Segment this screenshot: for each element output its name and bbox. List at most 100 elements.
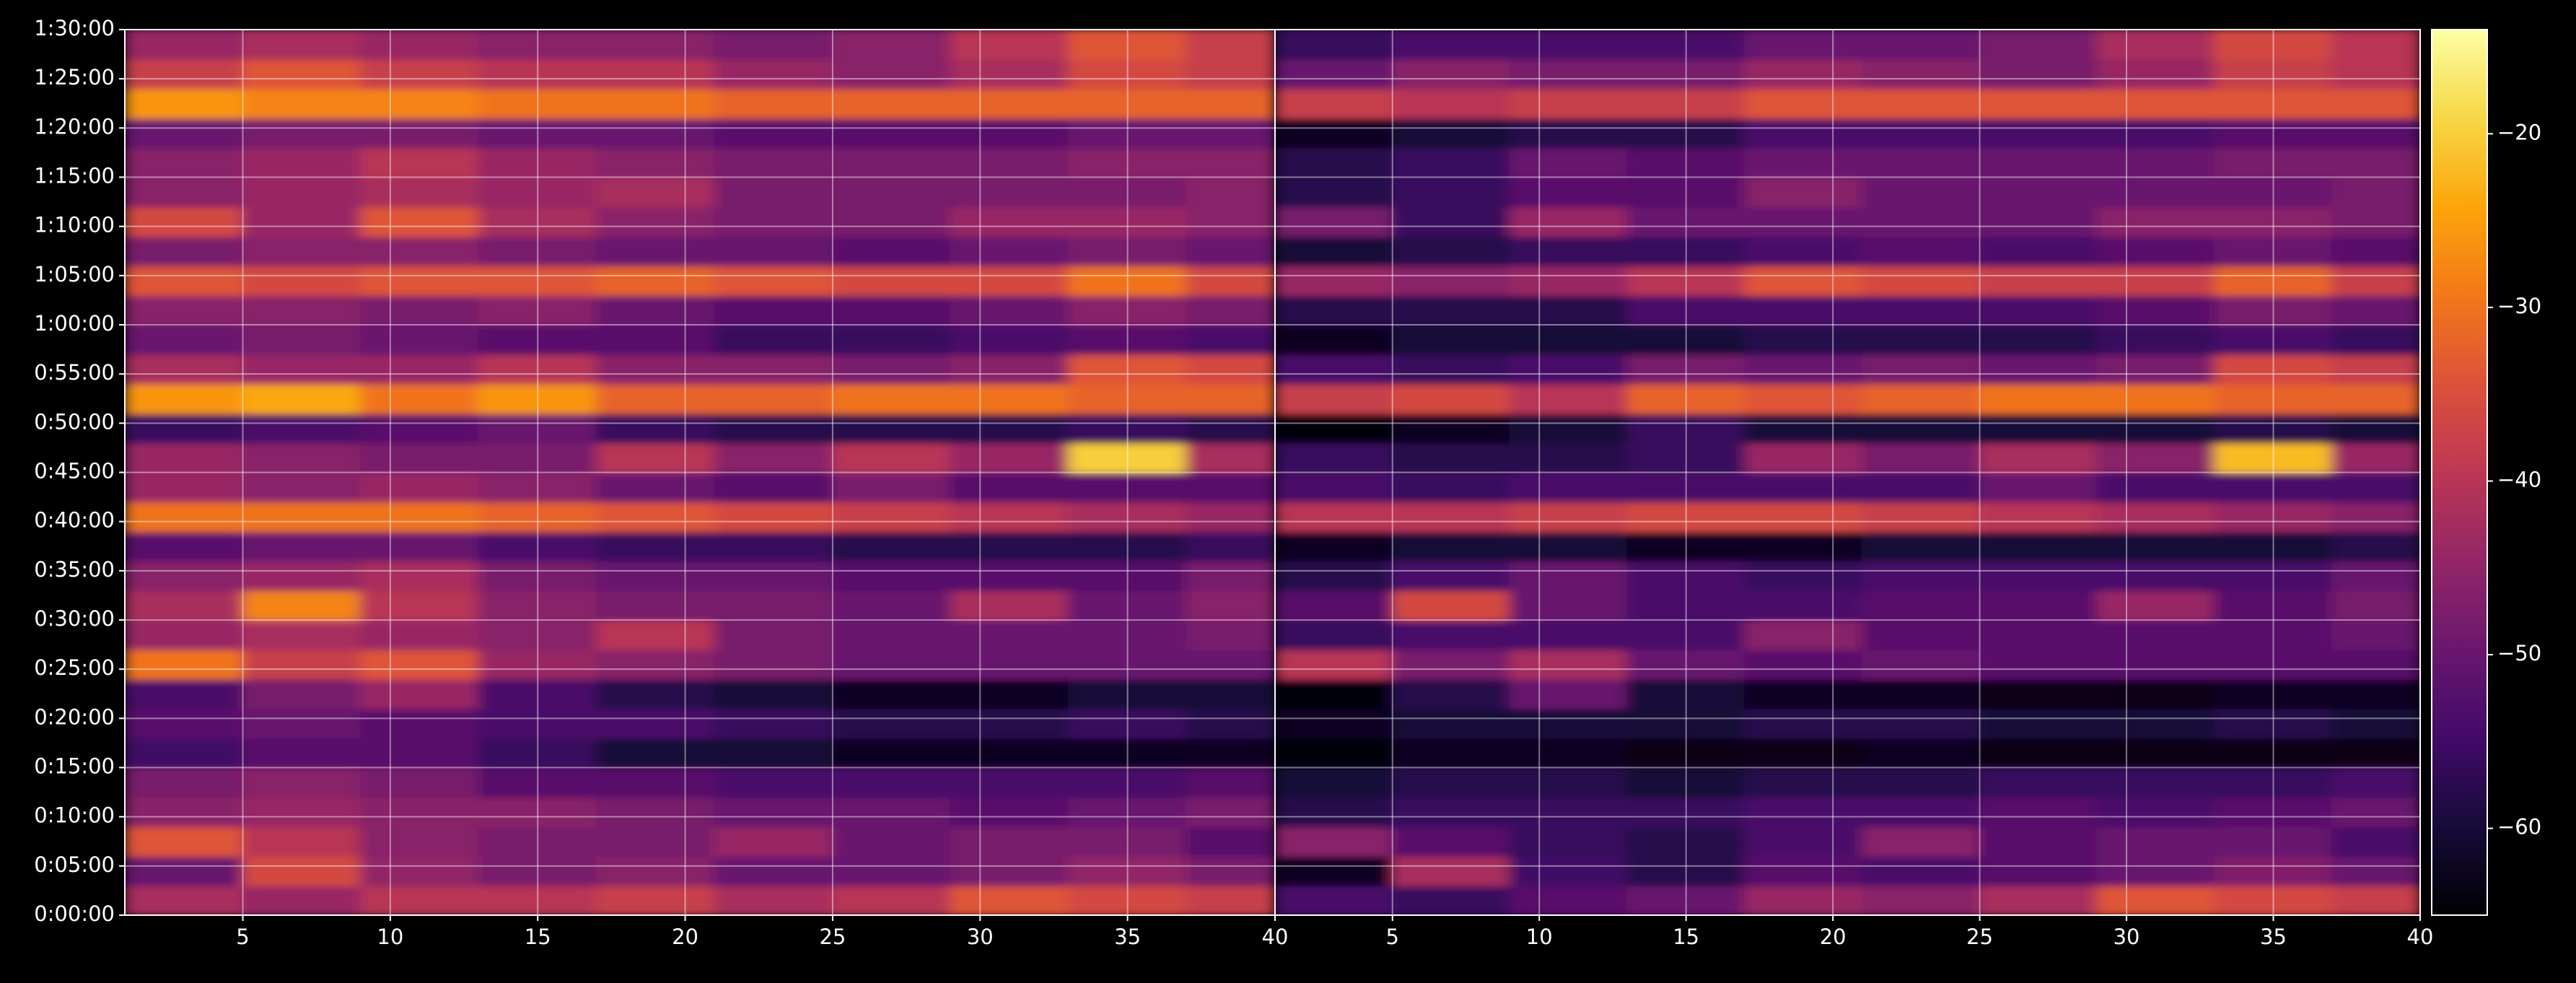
heatmap-cell (1275, 30, 1393, 60)
heatmap-cell (1509, 560, 1629, 592)
heatmap-cell (595, 885, 716, 915)
heatmap-cell (595, 471, 716, 503)
heatmap-cell (1275, 855, 1393, 887)
heatmap-cell (595, 707, 716, 739)
x-tick-label: 15 (1673, 925, 1699, 949)
heatmap-cell (1275, 590, 1393, 621)
heatmap-cell (1626, 294, 1746, 326)
heatmap-cell (1275, 501, 1393, 533)
heatmap-cell (1626, 885, 1746, 915)
heatmap-cell (1744, 855, 1863, 887)
heatmap-cell (2331, 707, 2420, 739)
heatmap-cell (1391, 206, 1511, 237)
heatmap-cell (2331, 855, 2420, 887)
heatmap-cell (2096, 87, 2216, 119)
heatmap-cell (1186, 560, 1275, 592)
colorbar-tick-label: −60 (2497, 815, 2541, 839)
heatmap-cell (1186, 619, 1275, 650)
heatmap-cell (1979, 30, 2098, 60)
heatmap-cell (2096, 678, 2216, 709)
heatmap-cell (2214, 58, 2333, 89)
heatmap-cell (1744, 707, 1863, 739)
heatmap-cell (242, 117, 362, 149)
heatmap-cell (2096, 796, 2216, 828)
heatmap-cell (125, 826, 244, 857)
heatmap-cell (714, 560, 833, 592)
x-tick-label: 15 (525, 925, 551, 949)
heatmap-cell (1979, 766, 2098, 798)
heatmap-cell (1186, 412, 1275, 444)
heatmap-cell (1509, 235, 1629, 267)
heatmap-cell (831, 147, 952, 178)
heatmap-cell (1744, 87, 1863, 119)
heatmap-cell (1391, 324, 1511, 355)
y-tick-label: 0:00:00 (34, 901, 115, 926)
heatmap-cell (478, 678, 597, 709)
heatmap-cell (1979, 206, 2098, 237)
heatmap-cell (1861, 176, 1981, 208)
heatmap-cell (2096, 58, 2216, 89)
heatmap-cell (1979, 590, 2098, 621)
heatmap-cell (1067, 30, 1188, 60)
heatmap-cell (242, 560, 362, 592)
heatmap-cell (2096, 590, 2216, 621)
heatmap-cell (125, 737, 244, 769)
y-tick-label: 0:20:00 (34, 704, 115, 729)
heatmap-cell (1509, 707, 1629, 739)
heatmap-cell (125, 501, 244, 533)
heatmap-cell (1067, 855, 1188, 887)
heatmap-cell (1275, 58, 1393, 89)
heatmap-cell (714, 885, 833, 915)
heatmap-cell (1186, 294, 1275, 326)
heatmap-cell (2096, 530, 2216, 562)
heatmap-cell (125, 383, 244, 414)
heatmap-cell (359, 766, 480, 798)
heatmap-cell (1979, 265, 2098, 297)
heatmap-cell (2096, 471, 2216, 503)
heatmap-cell (359, 796, 480, 828)
heatmap-cell (242, 442, 362, 473)
heatmap-cell (2331, 30, 2420, 60)
heatmap-cell (2096, 147, 2216, 178)
heatmap-cell (1275, 471, 1393, 503)
heatmap-cell (359, 117, 480, 149)
heatmap-cell (1509, 412, 1629, 444)
heatmap-cell (595, 737, 716, 769)
heatmap-cell (1391, 294, 1511, 326)
heatmap-cell (1067, 383, 1188, 414)
heatmap-cell (1391, 855, 1511, 887)
heatmap-cell (478, 324, 597, 355)
heatmap-cell (1275, 324, 1393, 355)
heatmap-cell (242, 707, 362, 739)
heatmap-cell (478, 826, 597, 857)
heatmap-cell (831, 176, 952, 208)
heatmap-cell (359, 30, 480, 60)
heatmap-cell (359, 147, 480, 178)
heatmap-cell (714, 855, 833, 887)
heatmap-cell (1509, 855, 1629, 887)
heatmap-cell (1391, 353, 1511, 385)
heatmap-cell (1186, 501, 1275, 533)
heatmap-cell (125, 206, 244, 237)
heatmap-cell (125, 590, 244, 621)
heatmap-cell (2214, 471, 2333, 503)
heatmap-cell (1626, 412, 1746, 444)
heatmap-cell (1275, 206, 1393, 237)
heatmap-cell (595, 324, 716, 355)
heatmap-cell (359, 353, 480, 385)
x-tick-label: 20 (672, 925, 698, 949)
heatmap-cell (1391, 796, 1511, 828)
heatmap-cell (950, 619, 1069, 650)
heatmap-cell (1509, 590, 1629, 621)
heatmap-cell (1626, 471, 1746, 503)
heatmap-cell (1275, 176, 1393, 208)
heatmap-cell (2331, 590, 2420, 621)
heatmap-cell (595, 530, 716, 562)
heatmap-cell (1509, 619, 1629, 650)
heatmap-cell (1509, 265, 1629, 297)
heatmap-cell (595, 442, 716, 473)
x-tick-label: 40 (1262, 925, 1289, 949)
heatmap-cell (831, 235, 952, 267)
heatmap-cell (1979, 442, 2098, 473)
heatmap-cell (2331, 826, 2420, 857)
